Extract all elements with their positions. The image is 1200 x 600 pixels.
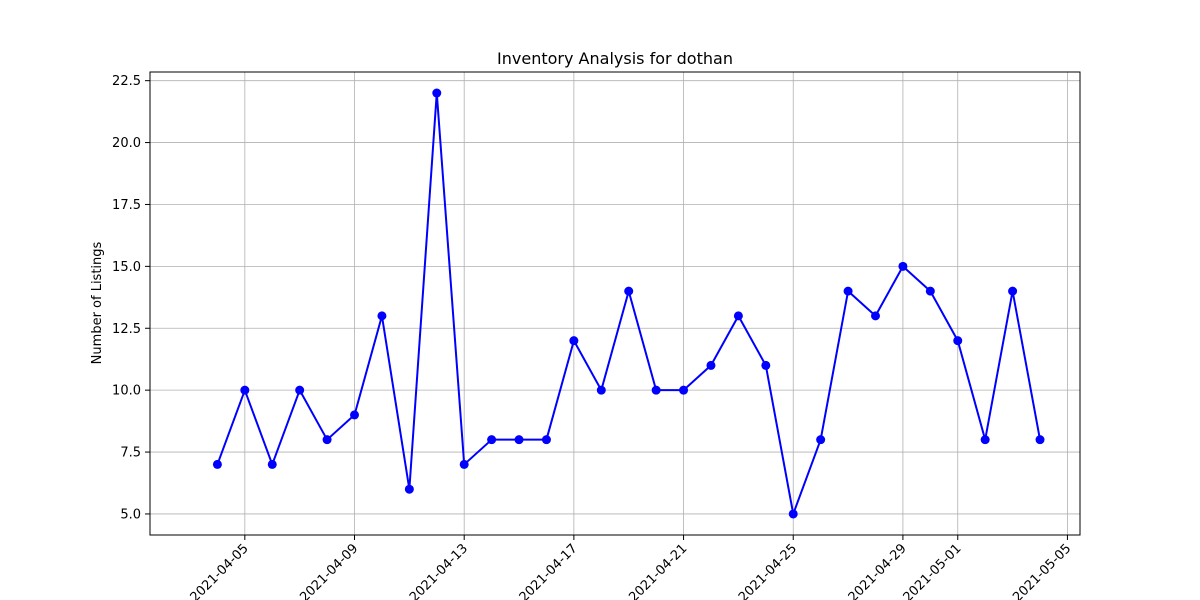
- data-point: [870, 311, 880, 321]
- data-point: [514, 435, 524, 445]
- data-point: [624, 286, 634, 296]
- data-point: [295, 385, 305, 395]
- grid: [150, 72, 1080, 535]
- y-axis: 5.0 7.5 10.0 12.5 15.0 17.5 20.0 22.5: [112, 74, 150, 522]
- y-tick-label: 20.0: [112, 136, 141, 151]
- data-point: [322, 435, 332, 445]
- data-point: [761, 360, 771, 370]
- y-tick-label: 5.0: [120, 507, 141, 522]
- data-point: [733, 311, 743, 321]
- data-point: [267, 459, 277, 469]
- data-point: [596, 385, 606, 395]
- data-point: [679, 385, 689, 395]
- data-point: [404, 484, 414, 494]
- chart-title: Inventory Analysis for dothan: [497, 49, 733, 68]
- y-tick-label: 22.5: [112, 74, 141, 89]
- y-tick-label: 12.5: [112, 322, 141, 337]
- data-point: [788, 509, 798, 519]
- data-point: [487, 435, 497, 445]
- data-point: [953, 336, 963, 346]
- data-point: [350, 410, 360, 420]
- data-point: [240, 385, 250, 395]
- data-point: [980, 435, 990, 445]
- data-point: [432, 88, 442, 98]
- data-point: [898, 261, 908, 271]
- y-tick-label: 17.5: [112, 198, 141, 213]
- data-point: [843, 286, 853, 296]
- plot-area-frame: [149, 71, 1081, 536]
- y-tick-label: 15.0: [112, 260, 141, 275]
- data-point: [459, 459, 469, 469]
- y-axis-label: Number of Listings: [90, 241, 105, 364]
- data-point: [706, 360, 716, 370]
- data-point: [212, 459, 222, 469]
- data-point: [651, 385, 661, 395]
- data-point: [377, 311, 387, 321]
- y-tick-label: 10.0: [112, 384, 141, 399]
- data-point: [925, 286, 935, 296]
- data-point: [569, 336, 579, 346]
- y-tick-label: 7.5: [120, 446, 141, 461]
- data-point: [1008, 286, 1018, 296]
- series-layer: [212, 88, 1045, 519]
- data-point: [541, 435, 551, 445]
- data-point: [1035, 435, 1045, 445]
- data-point: [816, 435, 826, 445]
